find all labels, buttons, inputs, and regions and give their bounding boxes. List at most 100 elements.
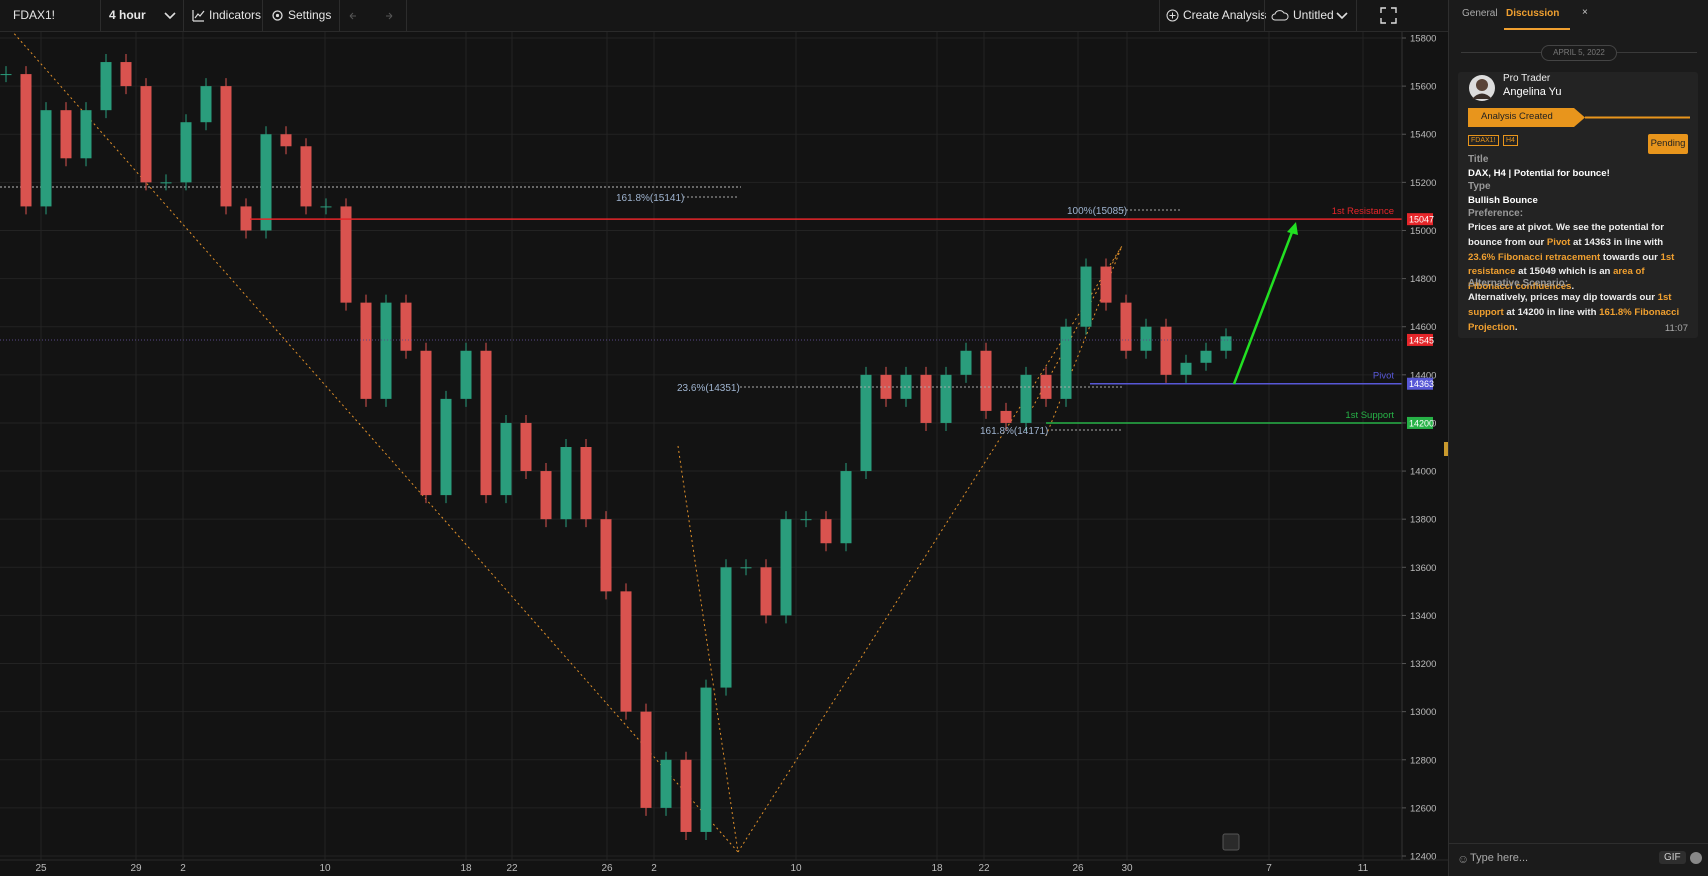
gif-button[interactable]: GIF xyxy=(1659,851,1686,864)
text-segment: at 14200 in line with xyxy=(1503,306,1600,318)
candle-body xyxy=(1100,266,1112,303)
candle-body xyxy=(1220,336,1232,351)
tab[interactable]: General xyxy=(1462,8,1498,19)
chevron[interactable] xyxy=(1336,11,1348,21)
x-tick-label: 26 xyxy=(601,863,613,874)
fib-label: 161.8%(14171) xyxy=(980,426,1048,437)
text-segment: Prices are at pivot. We see the potentia… xyxy=(1468,222,1665,248)
candle-body xyxy=(280,134,292,147)
x-tick-label: 25 xyxy=(35,863,47,874)
y-tick-label: 15200 xyxy=(1410,178,1436,189)
fullscreen-button[interactable] xyxy=(1380,7,1397,24)
candle-body xyxy=(480,350,492,496)
candle-body xyxy=(940,374,952,423)
y-tick-label: 13600 xyxy=(1410,563,1436,574)
text-segment: . xyxy=(1514,321,1518,333)
x-tick-label: 10 xyxy=(319,863,331,874)
projection-arrow xyxy=(1232,222,1298,385)
tab-active[interactable]: Discussion xyxy=(1506,8,1560,19)
side-panel: General Discussion × APRIL 5, 2022 Pro T… xyxy=(1448,0,1708,876)
candle-body xyxy=(1060,326,1072,399)
candle-body xyxy=(1180,362,1192,375)
undo-redo[interactable] xyxy=(346,10,406,22)
y-tick-label: 15400 xyxy=(1410,130,1436,141)
candle-body xyxy=(160,182,172,184)
candle-body xyxy=(960,350,972,375)
candle-body xyxy=(440,398,452,496)
last-price-label: 14545 xyxy=(1409,335,1434,345)
candle-body xyxy=(300,146,312,207)
candle-body xyxy=(80,110,92,159)
preference-text: Prices are at pivot. We see the potentia… xyxy=(1468,221,1690,295)
create-analysis-button[interactable]: Create Analysis xyxy=(1183,8,1267,22)
candle-body xyxy=(920,374,932,423)
y-tick-label: 12400 xyxy=(1410,852,1436,863)
y-tick-label: 13800 xyxy=(1410,515,1436,526)
candle-body xyxy=(1160,326,1172,375)
candle-body xyxy=(560,447,572,520)
candle-body xyxy=(640,711,652,808)
text-segment: at 15049 which is an xyxy=(1515,266,1614,278)
symbol[interactable]: FDAX1! xyxy=(13,8,56,22)
candle-body xyxy=(980,350,992,411)
settings-button[interactable]: Settings xyxy=(288,8,332,22)
candle-body xyxy=(760,567,772,616)
text-segment: . xyxy=(1571,281,1575,293)
level-name: 1st Support xyxy=(1345,410,1394,421)
candle-body xyxy=(780,519,792,616)
cloud-icon xyxy=(1271,10,1289,21)
x-tick-label: 22 xyxy=(978,863,990,874)
indicators-button[interactable]: Indicators xyxy=(209,8,262,22)
interval[interactable]: 4 hour xyxy=(109,8,146,22)
author-role: Pro Trader xyxy=(1503,73,1551,84)
candle-body xyxy=(20,74,32,207)
tag: FDAX1! xyxy=(1468,135,1499,146)
field-label: Alternative Scenario: xyxy=(1468,278,1569,289)
x-tick-label: 30 xyxy=(1121,863,1133,874)
chart-background xyxy=(0,32,1448,876)
x-tick-label: 7 xyxy=(1266,863,1272,874)
y-tick-label: 13200 xyxy=(1410,659,1436,670)
chevron[interactable] xyxy=(164,11,176,21)
candle-body xyxy=(1200,350,1212,363)
candle-body xyxy=(860,374,872,472)
candle-body xyxy=(660,759,672,808)
candle-body xyxy=(120,62,132,87)
highlight-text: 161.8% Fibonacci Projection xyxy=(1468,306,1680,333)
candle-body xyxy=(400,302,412,351)
candle-body xyxy=(580,447,592,520)
fib-label: 161.8%(15141) xyxy=(616,193,684,204)
sticker-button[interactable] xyxy=(1689,851,1703,865)
field-label: Title xyxy=(1468,154,1489,165)
panel-handle[interactable] xyxy=(1444,442,1448,456)
state-button[interactable]: Pending xyxy=(1648,134,1688,154)
candle-body xyxy=(1080,266,1092,327)
candle-body xyxy=(840,471,852,544)
candle-body xyxy=(1140,326,1152,351)
candle-body xyxy=(340,206,352,303)
date-pill: APRIL 5, 2022 xyxy=(1541,45,1617,61)
x-tick-label: 2 xyxy=(180,863,186,874)
candle-body xyxy=(60,110,72,159)
y-tick-label: 14800 xyxy=(1410,274,1436,285)
level-tag-label: 14200 xyxy=(1409,418,1434,428)
status: Analysis Created xyxy=(1481,111,1553,122)
candle-body xyxy=(360,302,372,399)
candle-body xyxy=(100,62,112,111)
close-tab[interactable]: × xyxy=(1582,7,1588,18)
x-tick-label: 26 xyxy=(1072,863,1084,874)
emoji-button[interactable]: ☺ xyxy=(1457,852,1470,866)
x-tick-label: 18 xyxy=(460,863,472,874)
layout-name[interactable]: Untitled xyxy=(1293,8,1334,22)
settings-icon xyxy=(272,10,283,21)
y-tick-label: 12600 xyxy=(1410,803,1436,814)
x-tick-label: 11 xyxy=(1358,863,1369,874)
hint-button[interactable] xyxy=(1222,833,1240,851)
status-banner xyxy=(1468,108,1690,127)
level-tag xyxy=(1407,377,1433,390)
message-input[interactable]: Type here... xyxy=(1470,852,1529,864)
field-value: DAX, H4 | Potential for bounce! xyxy=(1468,168,1610,179)
toolbar: FDAX1! 4 hour Indicators Settings Create… xyxy=(0,0,1448,32)
x-tick-label: 10 xyxy=(790,863,802,874)
y-tick-label: 15800 xyxy=(1410,34,1436,45)
